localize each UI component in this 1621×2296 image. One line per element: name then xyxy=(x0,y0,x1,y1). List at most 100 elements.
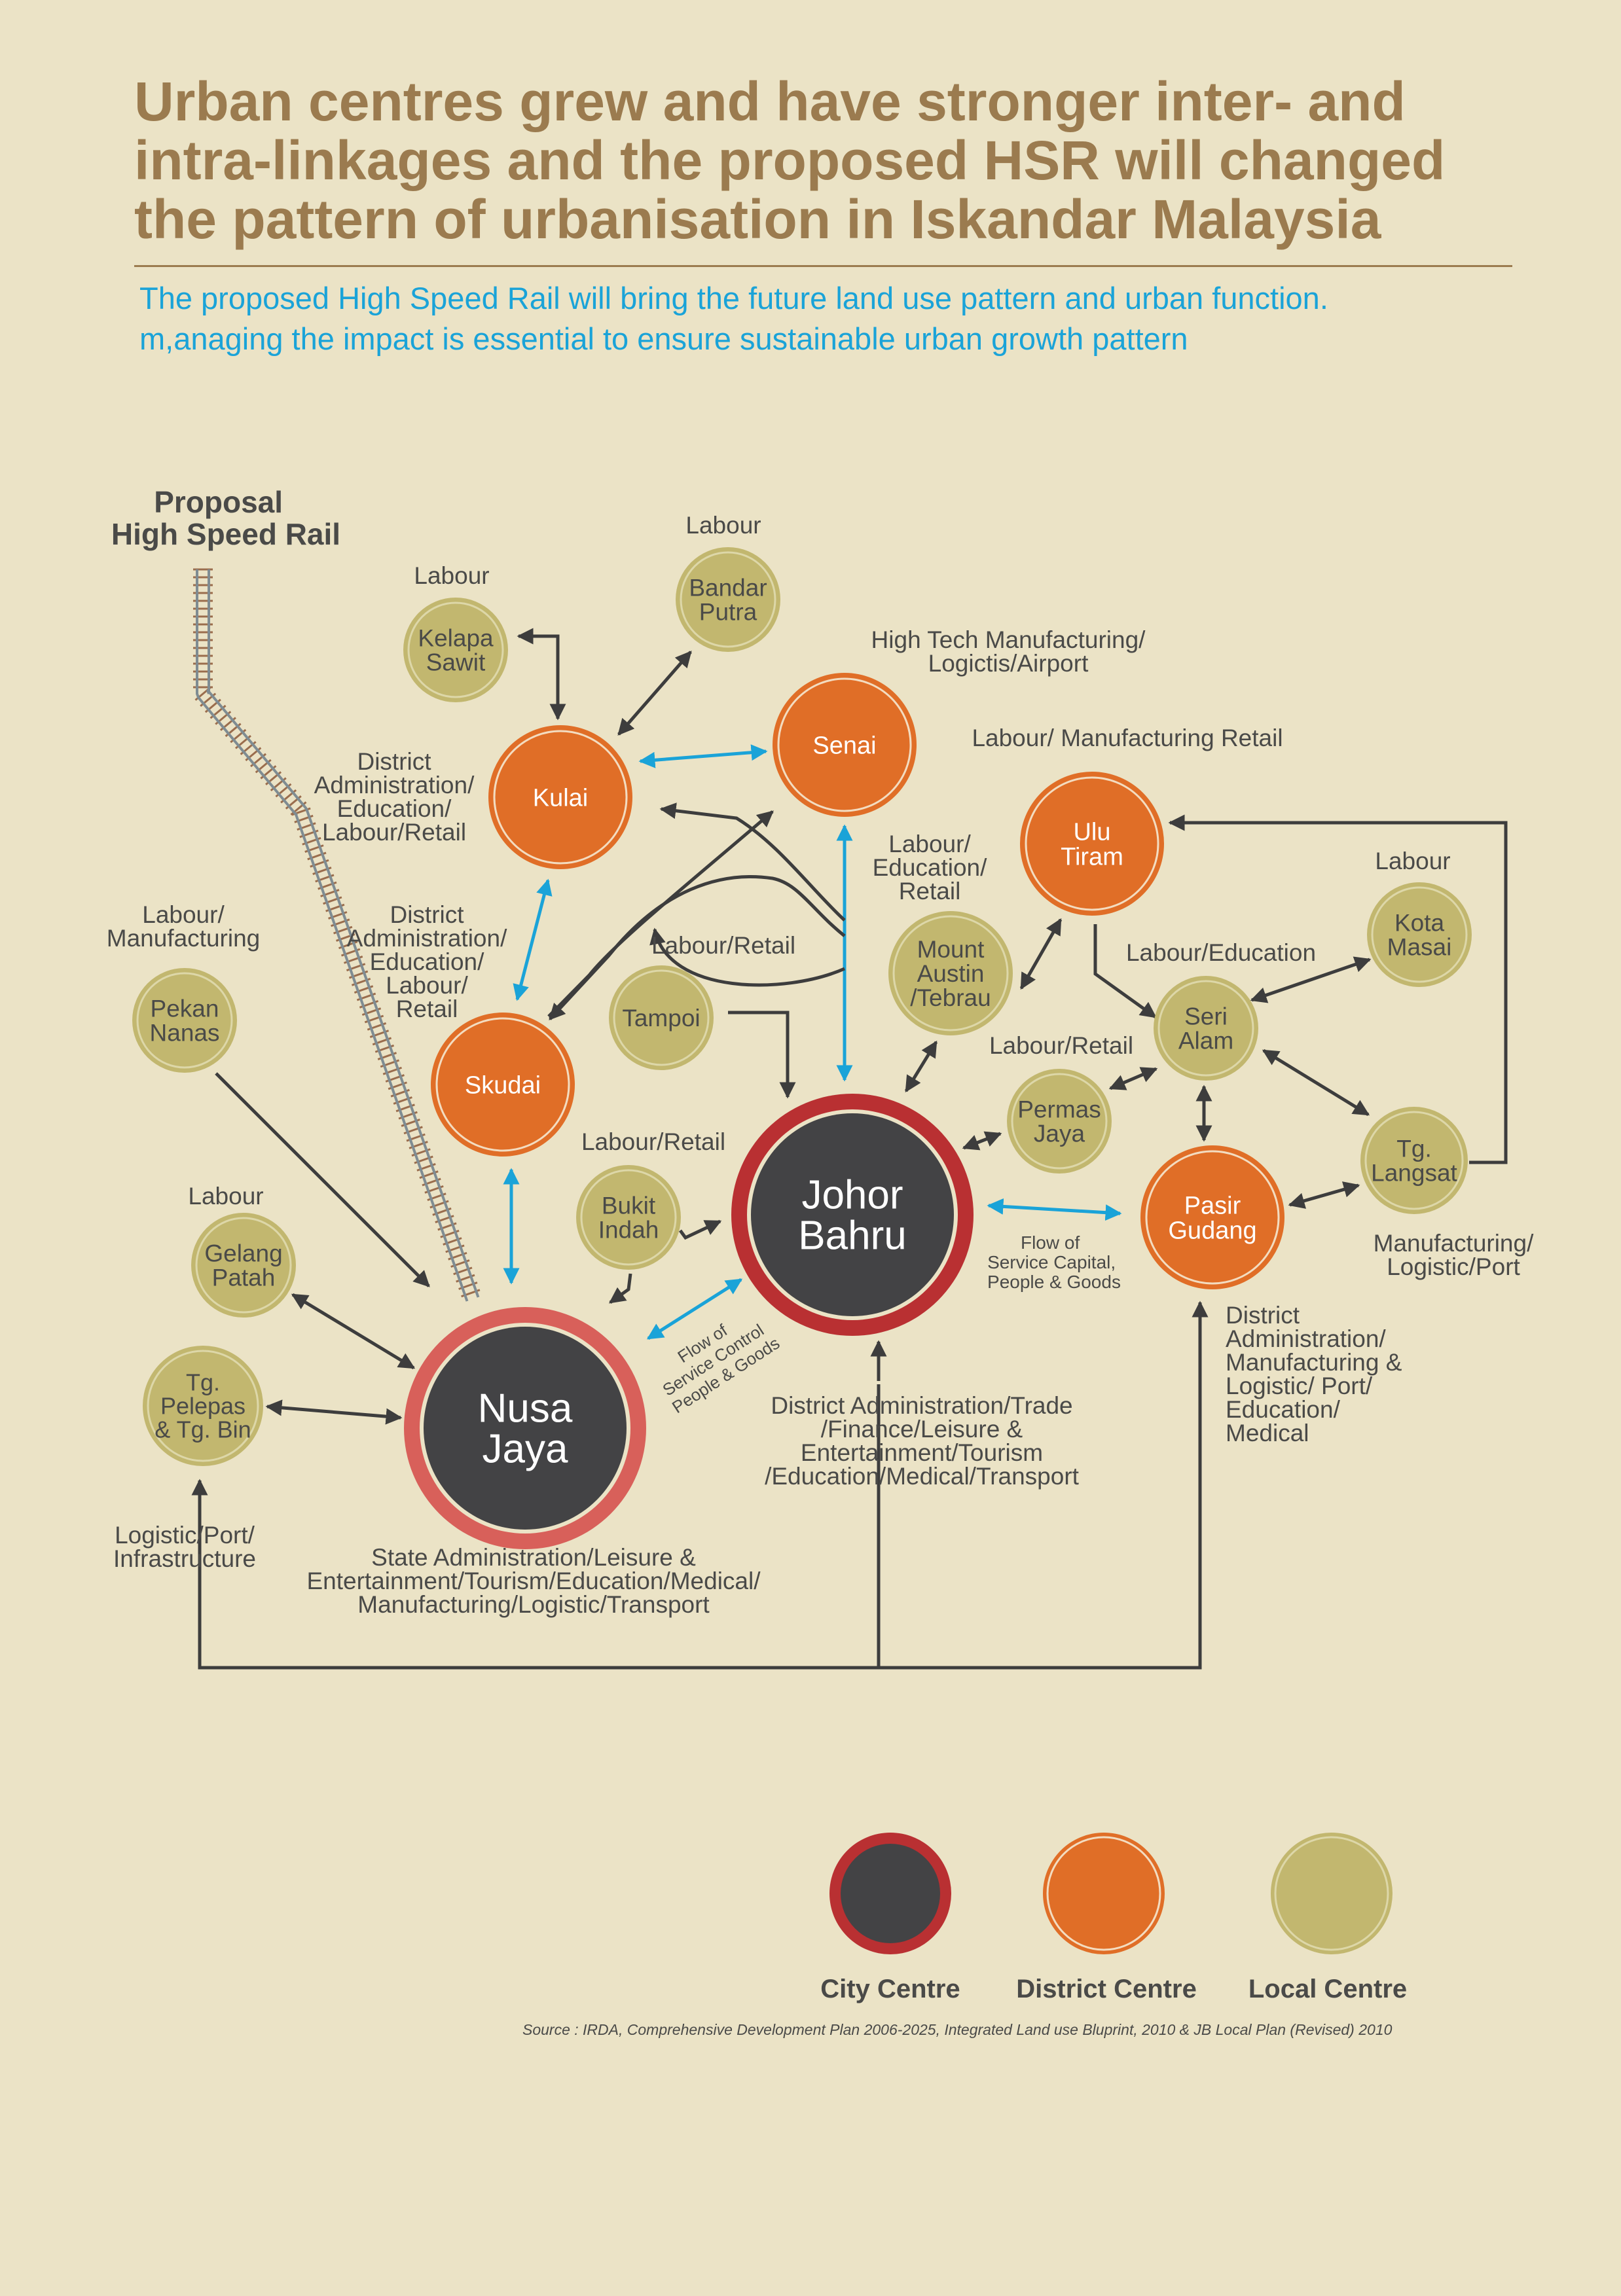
link-arrow xyxy=(879,1300,1209,1670)
link-arrow xyxy=(1093,924,1157,1019)
function-gelang-patah: Labour xyxy=(188,1183,263,1210)
node-tg-langsat: Tg. Langsat xyxy=(1360,1107,1468,1214)
node-name: Bandar Putra xyxy=(689,574,767,625)
link-arrow xyxy=(191,1384,881,1670)
node-ulu-tiram: Ulu Tiram xyxy=(1020,772,1164,916)
subtitle-line: The proposed High Speed Rail will bring … xyxy=(139,281,1328,315)
link-arrow xyxy=(904,1040,938,1093)
node-skudai: Skudai xyxy=(431,1013,575,1157)
node-name: Tampoi xyxy=(622,1005,700,1031)
function-nusa-jaya: State Administration/Leisure & Entertainm… xyxy=(306,1544,761,1618)
title-divider xyxy=(134,265,1512,267)
link-arrow xyxy=(517,628,566,721)
high-speed-rail-track xyxy=(193,568,481,1302)
page-title: Urban centres grew and have stronger int… xyxy=(134,72,1542,249)
link-arrow xyxy=(728,1011,796,1099)
linkage-arrows xyxy=(191,628,1508,1670)
node-name: Tg. Pelepas & Tg. Bin xyxy=(155,1369,251,1443)
link-arrow xyxy=(962,1131,1002,1151)
node-name: Mount Austin/Tebrau xyxy=(910,936,991,1011)
link-arrow xyxy=(1168,814,1508,1164)
node-name: Permas Jaya xyxy=(1017,1096,1101,1147)
link-arrow xyxy=(608,1273,632,1304)
rail-line xyxy=(196,569,469,1302)
node-pekan-nanas: Pekan Nanas xyxy=(132,968,237,1073)
link-arrow xyxy=(617,651,692,736)
flow-arrow xyxy=(987,1198,1122,1221)
node-kota-masai: Kota Masai xyxy=(1367,882,1472,987)
flow-label-nusa-johor: Flow of Service Control People & Goods xyxy=(647,1300,783,1418)
link-arrow xyxy=(549,875,846,1020)
function-mount-austin: Labour/Education/Retail xyxy=(873,831,988,905)
title-line: intra-linkages and the proposed HSR will… xyxy=(134,130,1446,191)
node-kelapa-sawit: Kelapa Sawit xyxy=(403,598,508,702)
function-tg-pelepas: Logistic/Port/Infrastructure xyxy=(113,1522,256,1572)
node-name: Tg. Langsat xyxy=(1371,1135,1457,1186)
function-tampoi: Labour/Retail xyxy=(651,932,795,959)
node-johor-bahru: Johor Bahru xyxy=(731,1094,974,1336)
node-name: Bukit Indah xyxy=(598,1192,659,1243)
node-bandar-putra: Bandar Putra xyxy=(676,547,780,652)
node-name: Pekan Nanas xyxy=(150,995,220,1046)
node-tampoi: Tampoi xyxy=(609,965,714,1070)
link-arrow xyxy=(291,1293,416,1370)
function-kelapa-sawit: Labour xyxy=(414,562,489,589)
node-name: Kelapa Sawit xyxy=(418,624,494,675)
function-skudai: District Administration/Education/Labour/… xyxy=(347,901,507,1022)
node-name: Pasir Gudang xyxy=(1168,1192,1256,1244)
function-bandar-putra: Labour xyxy=(685,512,761,539)
title-line: Urban centres grew and have stronger int… xyxy=(134,71,1406,132)
legend-district-label: District Centre xyxy=(1016,1975,1197,2003)
function-kulai: District Administration/Education/Labour/… xyxy=(314,748,475,846)
node-name: Kulai xyxy=(533,784,589,812)
legend-district: District Centre xyxy=(1016,1833,1197,2003)
node-name: Senai xyxy=(812,732,876,759)
node-seri-alam: Seri Alam xyxy=(1154,976,1258,1081)
legend-city-label: City Centre xyxy=(820,1975,960,2003)
node-senai: Senai xyxy=(773,673,917,817)
node-name: Skudai xyxy=(465,1071,541,1099)
source-note: Source : IRDA, Comprehensive Development… xyxy=(522,2021,1393,2038)
node-tg-pelepas: Tg. Pelepas & Tg. Bin xyxy=(143,1346,263,1466)
legend-local-label: Local Centre xyxy=(1248,1975,1407,2003)
function-kota-masai: Labour xyxy=(1375,848,1450,874)
flow-arrow xyxy=(513,878,553,1001)
node-pasir-gudang: Pasir Gudang xyxy=(1140,1145,1284,1289)
legend-local: Local Centre xyxy=(1248,1833,1407,2003)
link-arrow xyxy=(1108,1067,1158,1090)
node-nusa-jaya: Nusa Jaya xyxy=(404,1307,646,1549)
link-arrow xyxy=(649,927,846,987)
link-arrow xyxy=(1262,1049,1370,1117)
flow-label-johor-pasir: Flow of Service Capital, People & Goods xyxy=(987,1232,1121,1292)
function-pekan-nanas: Labour/Manufacturing xyxy=(107,901,260,952)
legend-city: City Centre xyxy=(820,1833,960,2003)
node-name: Gelang Patah xyxy=(204,1240,282,1291)
flow-arrow xyxy=(646,1278,743,1340)
function-bukit-indah: Labour/Retail xyxy=(581,1128,725,1155)
function-tg-langsat: Manufacturing/Logistic/Port xyxy=(1374,1230,1534,1280)
link-arrow xyxy=(1250,956,1372,1003)
function-permas-jaya: Labour/Retail xyxy=(989,1032,1133,1059)
node-gelang-patah: Gelang Patah xyxy=(191,1213,296,1318)
node-name: Nusa Jaya xyxy=(478,1386,573,1472)
centre-nodes: Johor Bahru Nusa Jaya Kulai Senai Skudai Ulu Tir… xyxy=(132,547,1472,1549)
subtitle-line: m,anaging the impact is essential to ens… xyxy=(139,321,1188,356)
function-seri-alam: Labour/Education xyxy=(1126,939,1316,966)
title-line: the pattern of urbanisation in Iskandar … xyxy=(134,188,1381,250)
legend: City Centre District Centre Local Centre xyxy=(820,1833,1407,2003)
node-mount-austin: Mount Austin/Tebrau xyxy=(888,911,1013,1035)
node-permas-jaya: Permas Jaya xyxy=(1007,1069,1112,1174)
subtitle: The proposed High Speed Rail will bring … xyxy=(139,278,1328,359)
function-ulu-tiram: Labour/ Manufacturing Retail xyxy=(972,725,1283,751)
rail-ties xyxy=(193,568,481,1298)
node-name: Johor Bahru xyxy=(798,1173,906,1259)
link-arrow xyxy=(215,1072,430,1287)
link-arrow xyxy=(1019,918,1063,990)
node-kulai: Kulai xyxy=(488,725,632,869)
function-johor-bahru: District Administration/Trade/Finance/Le… xyxy=(765,1392,1080,1490)
flow-arrow xyxy=(638,744,768,768)
link-arrow xyxy=(1288,1181,1360,1209)
link-arrow xyxy=(265,1399,403,1425)
function-pasir-gudang: District Administration/Manufacturing & Lo… xyxy=(1226,1302,1402,1446)
